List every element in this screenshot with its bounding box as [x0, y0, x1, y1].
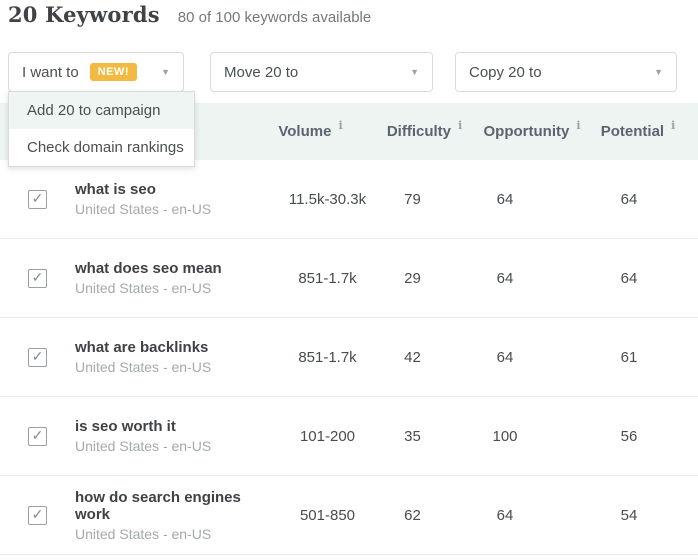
- opportunity-value: 64: [496, 190, 514, 208]
- caret-down-icon: ▼: [161, 67, 170, 77]
- difficulty-value: 29: [404, 269, 421, 287]
- new-badge: NEW!: [89, 63, 138, 81]
- difficulty-value: 79: [404, 190, 421, 208]
- caret-down-icon: ▼: [654, 67, 663, 77]
- column-label: Difficulty: [386, 123, 451, 140]
- keyword-text: is seo worth it: [75, 418, 176, 435]
- table-row: ✓ is seo worth it United States - en-US …: [0, 397, 698, 476]
- column-label: Volume: [278, 123, 332, 140]
- i-want-to-menu: Add 20 to campaign Check domain rankings: [8, 91, 195, 167]
- menu-item-add-to-campaign[interactable]: Add 20 to campaign: [9, 92, 194, 129]
- keyword-cell: how do search engines work United States…: [60, 489, 280, 542]
- column-header-opportunity: Opportunity i: [450, 119, 581, 140]
- difficulty-value: 35: [404, 427, 421, 445]
- checkbox-cell: ✓: [0, 189, 60, 209]
- keyword-cell: what are backlinks United States - en-US: [60, 339, 280, 375]
- column-header-difficulty: Difficulty i: [375, 119, 462, 140]
- info-icon[interactable]: i: [576, 119, 581, 132]
- dropdown-label: Move 20 to: [224, 63, 299, 81]
- difficulty-value: 42: [404, 348, 421, 366]
- volume-value: 501-850: [299, 506, 356, 524]
- keyword-cell: what does seo mean United States - en-US: [60, 260, 280, 296]
- checkbox-cell: ✓: [0, 268, 60, 288]
- move-to-dropdown[interactable]: Move 20 to ▼: [210, 52, 433, 92]
- info-icon[interactable]: i: [458, 119, 463, 132]
- volume-value: 101-200: [299, 427, 356, 445]
- check-icon: ✓: [31, 269, 44, 285]
- info-icon[interactable]: i: [671, 119, 676, 132]
- column-header-potential: Potential i: [560, 119, 698, 140]
- keyword-locale: United States - en-US: [75, 438, 212, 454]
- menu-item-check-domain-rankings[interactable]: Check domain rankings: [9, 129, 194, 166]
- volume-value: 851-1.7k: [298, 269, 357, 287]
- potential-value: 54: [620, 506, 638, 524]
- caret-down-icon: ▼: [410, 67, 419, 77]
- column-label: Opportunity: [483, 123, 570, 140]
- keyword-text: what are backlinks: [75, 339, 209, 356]
- potential-value: 61: [620, 348, 638, 366]
- keyword-locale: United States - en-US: [75, 525, 212, 542]
- potential-value: 56: [620, 427, 638, 445]
- row-checkbox[interactable]: ✓: [28, 189, 47, 209]
- volume-value: 851-1.7k: [298, 348, 357, 366]
- opportunity-value: 64: [496, 506, 514, 524]
- opportunity-value: 100: [492, 427, 518, 445]
- page-header: 20 Keywords 80 of 100 keywords available: [8, 2, 371, 27]
- row-checkbox[interactable]: ✓: [28, 347, 47, 367]
- checkbox-cell: ✓: [0, 505, 60, 525]
- keyword-locale: United States - en-US: [75, 201, 212, 217]
- keyword-cell: what is seo United States - en-US: [60, 181, 280, 217]
- row-checkbox[interactable]: ✓: [28, 505, 47, 525]
- opportunity-value: 64: [496, 348, 514, 366]
- table-row: ✓ what does seo mean United States - en-…: [0, 239, 698, 318]
- keyword-text: how do search engines work: [75, 488, 241, 523]
- row-checkbox[interactable]: ✓: [28, 426, 47, 446]
- check-icon: ✓: [31, 427, 44, 443]
- keywords-available-text: 80 of 100 keywords available: [177, 9, 372, 26]
- i-want-to-dropdown[interactable]: I want to NEW! ▼: [8, 52, 184, 92]
- keyword-cell: is seo worth it United States - en-US: [60, 418, 280, 454]
- checkbox-cell: ✓: [0, 426, 60, 446]
- keyword-text: what does seo mean: [75, 260, 222, 277]
- dropdown-label: I want to: [22, 63, 79, 81]
- volume-value: 11.5k-30.3k: [288, 190, 367, 208]
- page-title: 20 Keywords: [8, 2, 160, 27]
- copy-to-dropdown[interactable]: Copy 20 to ▼: [455, 52, 677, 92]
- table-body: ✓ what is seo United States - en-US 11.5…: [0, 160, 698, 555]
- check-icon: ✓: [31, 506, 44, 522]
- potential-value: 64: [620, 190, 638, 208]
- checkbox-cell: ✓: [0, 347, 60, 367]
- potential-value: 64: [620, 269, 638, 287]
- column-header-volume: Volume i: [278, 119, 375, 140]
- table-row: ✓ how do search engines work United Stat…: [0, 476, 698, 555]
- table-row: ✓ what is seo United States - en-US 11.5…: [0, 160, 698, 239]
- difficulty-value: 62: [404, 506, 421, 524]
- row-checkbox[interactable]: ✓: [28, 268, 47, 288]
- check-icon: ✓: [31, 190, 44, 206]
- keyword-locale: United States - en-US: [75, 280, 212, 296]
- info-icon[interactable]: i: [338, 119, 343, 132]
- column-label: Potential: [600, 123, 665, 140]
- opportunity-value: 64: [496, 269, 514, 287]
- check-icon: ✓: [31, 348, 44, 364]
- keyword-locale: United States - en-US: [75, 359, 212, 375]
- keyword-text: what is seo: [75, 181, 156, 198]
- table-row: ✓ what are backlinks United States - en-…: [0, 318, 698, 397]
- dropdown-label: Copy 20 to: [469, 63, 542, 81]
